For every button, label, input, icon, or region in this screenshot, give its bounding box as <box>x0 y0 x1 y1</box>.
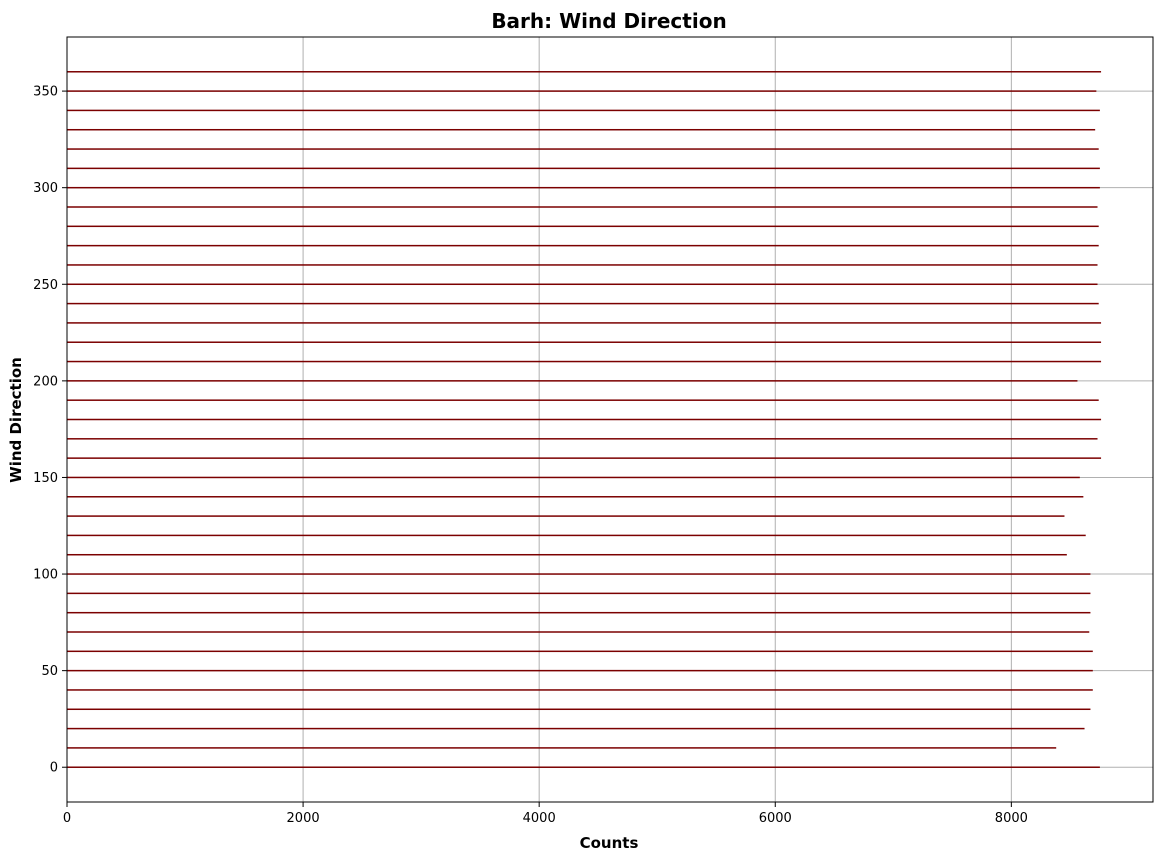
x-tick-label: 0 <box>63 811 71 826</box>
chart-title: Barh: Wind Direction <box>491 9 726 33</box>
bar <box>67 418 1102 421</box>
bar <box>67 669 1093 672</box>
bar <box>67 611 1091 614</box>
bar <box>67 457 1102 459</box>
bar <box>67 553 1067 556</box>
bar <box>67 534 1086 537</box>
y-tick-label: 100 <box>33 568 58 583</box>
y-tick-label: 300 <box>33 181 58 196</box>
bar <box>67 71 1102 73</box>
bar <box>67 515 1065 517</box>
bar <box>67 206 1098 208</box>
bar <box>67 148 1099 150</box>
x-axis-label: Counts <box>580 834 639 852</box>
bar <box>67 264 1098 266</box>
bar <box>67 592 1091 595</box>
bar <box>67 766 1100 768</box>
bar <box>67 689 1093 691</box>
bar <box>67 244 1099 247</box>
bar <box>67 186 1100 189</box>
bar <box>67 167 1100 170</box>
y-tick-label: 200 <box>33 374 58 389</box>
bar <box>67 631 1090 633</box>
bar <box>67 225 1099 228</box>
bar <box>67 438 1098 440</box>
bar <box>67 90 1097 92</box>
bar <box>67 747 1057 749</box>
bar <box>67 399 1099 401</box>
bar <box>67 322 1102 324</box>
y-tick-label: 0 <box>50 761 58 776</box>
x-axis-ticks: 0 2000 4000 6000 8000 <box>63 802 1028 826</box>
y-axis-label: Wind Direction <box>7 357 25 483</box>
bar <box>67 727 1085 730</box>
x-tick-label: 6000 <box>759 811 792 826</box>
bar <box>67 496 1084 498</box>
plot-frame <box>66 36 1154 803</box>
bar <box>67 380 1078 382</box>
bars <box>67 71 1102 768</box>
y-tick-label: 350 <box>33 85 58 100</box>
bar <box>67 109 1100 112</box>
x-tick-label: 8000 <box>995 811 1028 826</box>
x-tick-label: 2000 <box>287 811 320 826</box>
bar <box>67 283 1098 286</box>
y-tick-label: 250 <box>33 278 58 293</box>
bar <box>67 476 1080 479</box>
bar <box>67 573 1091 575</box>
bar <box>67 302 1099 305</box>
bar <box>67 128 1096 131</box>
bar <box>67 708 1091 711</box>
bar <box>67 341 1102 343</box>
y-tick-label: 50 <box>41 664 58 679</box>
y-axis-ticks: 0 50 100 150 200 250 300 350 <box>33 85 67 776</box>
y-tick-label: 150 <box>33 471 58 486</box>
bar <box>67 360 1102 363</box>
x-tick-label: 4000 <box>523 811 556 826</box>
bar <box>67 650 1093 653</box>
